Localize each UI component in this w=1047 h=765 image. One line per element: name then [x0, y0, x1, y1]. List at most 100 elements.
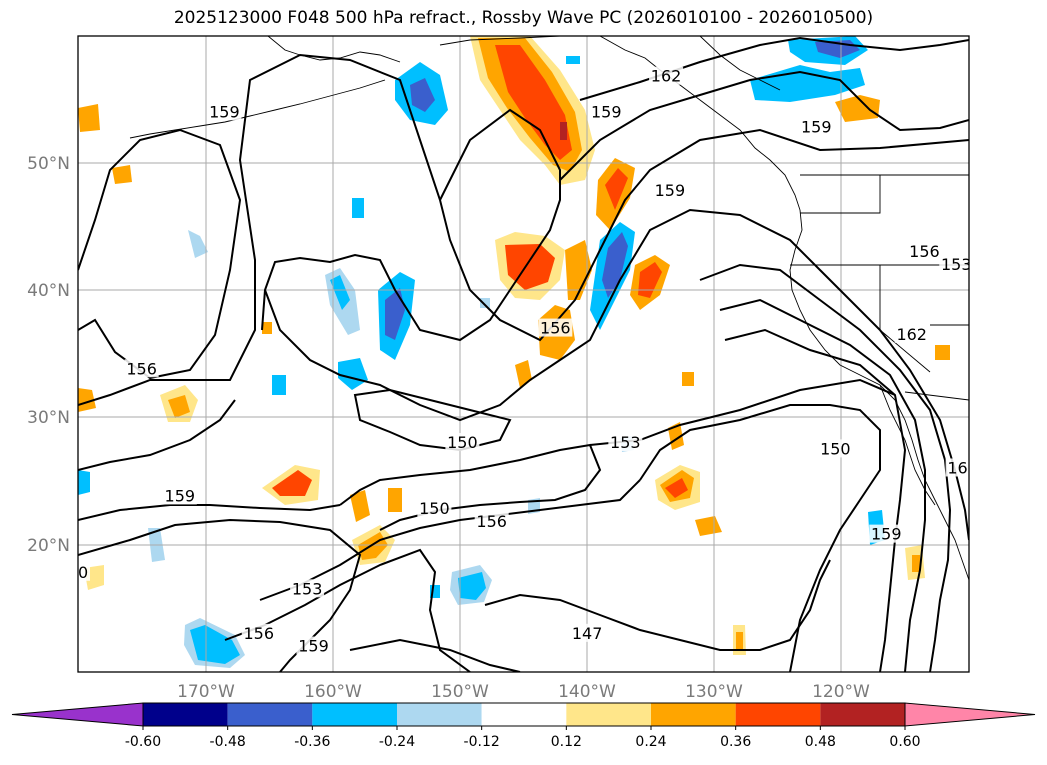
contour-label: 159 — [801, 118, 832, 137]
graticule — [78, 36, 969, 672]
lon-label-170w: 170°W — [177, 682, 235, 702]
shade-positive-near-54n-west — [78, 104, 100, 132]
colorbar-tick-label: 0.60 — [889, 734, 920, 750]
contour-label: 159 — [591, 102, 622, 121]
coast-gulf-alaska — [439, 36, 561, 46]
contour-label-bg — [290, 579, 325, 598]
lon-label-150w: 150°W — [431, 682, 489, 702]
colorbar: -0.60 -0.48 -0.36 -0.24 -0.12 0.12 0.24 0.36 0.4… — [11, 702, 1036, 750]
coastlines — [129, 36, 969, 581]
lat-label-40n: 40°N — [27, 281, 70, 301]
shade-positive-gulf-alaska-core — [495, 45, 572, 160]
colorbar-segment — [735, 703, 821, 726]
shade-positive-near-25n-east-core — [665, 478, 688, 498]
contour-label-bg — [538, 318, 573, 337]
contour-153-arc — [264, 208, 969, 541]
contour-label: 153 — [292, 579, 323, 598]
latitude-labels: 50°N 40°N 30°N 20°N — [27, 154, 70, 556]
contour-label-bg — [78, 562, 90, 581]
colorbar-tick-label: 0.24 — [635, 734, 666, 750]
shade-positive-near-24n-core — [272, 470, 312, 496]
shade-positive-near-31n-east — [682, 372, 694, 386]
coast-baja — [879, 384, 936, 506]
colorbar-tick-label: -0.36 — [294, 734, 330, 750]
contour-label: 159 — [298, 637, 329, 656]
lat-label-20n: 20°N — [27, 536, 70, 556]
colorbar-tick-label: 0.12 — [551, 734, 582, 750]
map-frame — [77, 35, 970, 673]
shaded-anomaly-field — [78, 36, 950, 668]
colorbar-segment — [143, 703, 228, 726]
shade-negative-near-56n-small — [566, 56, 580, 64]
refractivity-contours — [78, 36, 969, 672]
shade-negative-near-39n-tiny — [480, 298, 490, 308]
shade-negative-near-39n-west-core — [330, 275, 350, 310]
contour-label: 153 — [941, 255, 972, 274]
shade-negative-near-12n-west-core — [190, 625, 240, 664]
colorbar-extend-max — [904, 702, 1036, 727]
shade-negative-near-25n-edge — [78, 470, 90, 495]
colorbar-tick-label: 0.36 — [720, 734, 751, 750]
contour-147 — [484, 559, 831, 651]
shade-negative-near-16n-core — [458, 572, 486, 600]
contour-label-bg — [296, 636, 331, 655]
colorbar-extend-min — [11, 702, 144, 727]
contour-label: 150 — [419, 499, 450, 518]
contour-label: 159 — [165, 486, 196, 505]
contour-label-bg — [939, 254, 969, 273]
colorbar-segment — [820, 703, 905, 726]
shade-positive-near-47n-core — [605, 168, 628, 210]
contour-label-bg — [162, 486, 197, 505]
contour-label: 150 — [820, 439, 851, 458]
shade-positive-near-35n-small — [262, 322, 272, 334]
contour-label: 156 — [909, 242, 940, 261]
shade-negative-near-47n-small — [352, 198, 364, 218]
contour-label-bg — [474, 511, 509, 530]
contour-label: 159 — [209, 102, 240, 121]
aleutian-islands — [129, 79, 386, 139]
contour-156-far-west — [78, 399, 236, 471]
contour-label-bg — [608, 433, 643, 452]
border-us-mexico — [904, 391, 969, 401]
colorbar-segment — [397, 703, 482, 726]
colorbar-segment — [227, 703, 313, 726]
contour-label: 162 — [896, 325, 927, 344]
shade-positive-gulf-alaska-max — [560, 122, 567, 140]
lat-label-50n: 50°N — [27, 154, 70, 174]
lon-label-130w: 130°W — [685, 682, 743, 702]
shade-positive-near-21n-east — [695, 516, 722, 536]
contour-label: 156 — [243, 624, 274, 643]
shade-negative-north-east — [750, 65, 865, 102]
contour-159-north — [559, 70, 969, 181]
colorbar-segment — [481, 703, 567, 726]
contour-label-bg — [124, 359, 159, 378]
contour-label-bg — [649, 66, 684, 85]
colorbar-segment — [312, 703, 397, 726]
contour-label-bg — [417, 499, 452, 518]
shade-positive-near-21n-small — [388, 488, 402, 512]
colorbar-tick-label: 0.48 — [805, 734, 836, 750]
contour-label-bg — [894, 324, 929, 343]
colorbar-segment — [566, 703, 651, 726]
shade-positive-near-30n-west-core — [168, 395, 190, 418]
state-border-or-wa — [800, 175, 881, 214]
contour-label-bg — [799, 117, 834, 136]
contour-label-bg — [652, 181, 687, 200]
contour-label: 162 — [651, 67, 682, 86]
colorbar-segment — [651, 703, 736, 726]
contour-150-loop — [353, 388, 512, 452]
shade-positive-near-49n-west — [112, 165, 132, 184]
contour-159-west-loop — [78, 128, 242, 380]
contour-label: 156 — [540, 319, 571, 338]
colorbar-tick-label: -0.60 — [125, 734, 161, 750]
shade-positive-near-36n-east — [935, 345, 950, 360]
contour-159-inner — [724, 328, 907, 672]
shade-positive-near-40n-core — [638, 262, 662, 298]
contour-label: 162 — [947, 458, 978, 477]
contour-label-bg — [241, 623, 276, 642]
contour-156-inner — [719, 298, 926, 672]
contour-156-south — [224, 548, 471, 672]
contour-150-east — [639, 404, 881, 672]
contour-label-bg — [207, 102, 242, 121]
